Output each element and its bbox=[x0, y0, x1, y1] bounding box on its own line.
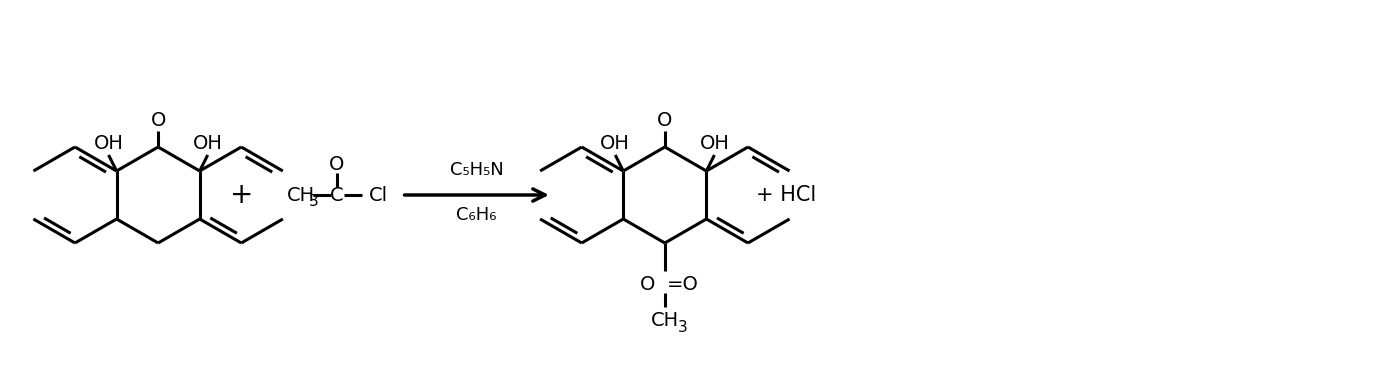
Text: C₅H₅N: C₅H₅N bbox=[449, 161, 503, 179]
Text: CH: CH bbox=[651, 312, 678, 330]
Text: O: O bbox=[329, 155, 344, 174]
Text: C: C bbox=[330, 185, 344, 205]
Text: Cl: Cl bbox=[369, 185, 388, 205]
Text: O: O bbox=[639, 276, 655, 295]
Text: OH: OH bbox=[193, 134, 223, 152]
Text: + HCl: + HCl bbox=[756, 185, 817, 205]
Text: 3: 3 bbox=[309, 194, 319, 209]
Text: O: O bbox=[150, 111, 166, 130]
Text: =O: =O bbox=[667, 276, 699, 295]
Text: +: + bbox=[230, 181, 254, 209]
Text: 3: 3 bbox=[678, 320, 688, 334]
Text: OH: OH bbox=[699, 134, 730, 152]
Text: C₆H₆: C₆H₆ bbox=[456, 206, 497, 224]
Text: O: O bbox=[657, 111, 673, 130]
Text: OH: OH bbox=[94, 134, 123, 152]
Text: CH: CH bbox=[287, 185, 315, 205]
Text: OH: OH bbox=[601, 134, 630, 152]
